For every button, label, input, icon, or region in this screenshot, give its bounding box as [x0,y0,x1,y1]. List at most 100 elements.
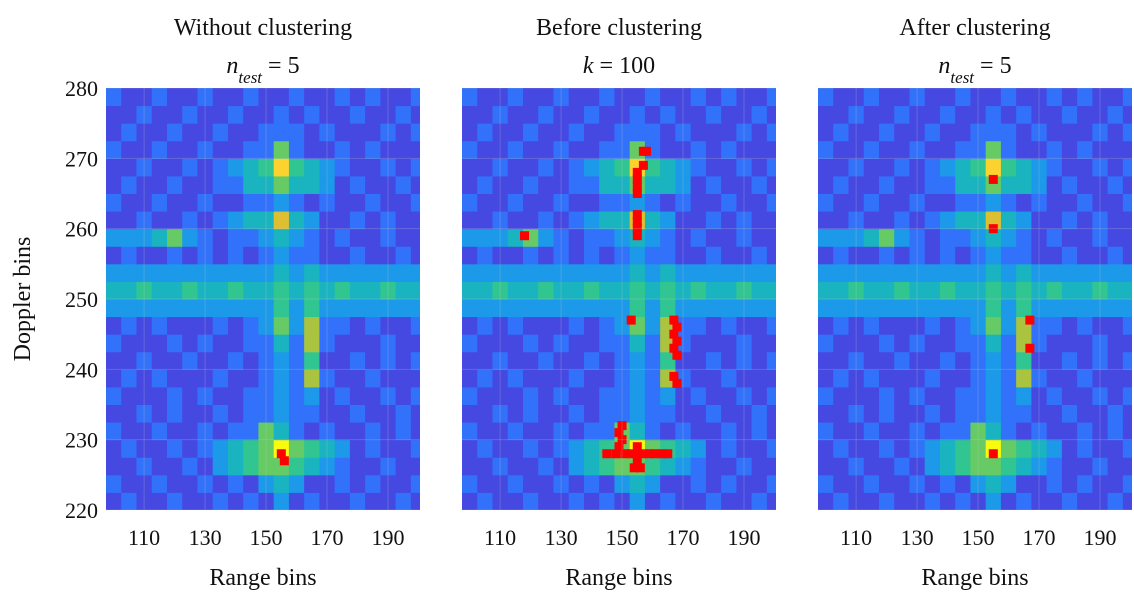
heatmap-cell [365,474,381,493]
heatmap-cell [477,281,493,300]
heatmap-cell [553,422,570,441]
heatmap-cell [1031,351,1048,370]
heatmap-cell [462,175,478,194]
detection [614,442,624,452]
heatmap-cell [151,299,168,318]
heatmap-cell [227,193,244,212]
heatmap-cell [136,211,153,230]
heatmap-cell [106,88,122,107]
heatmap-cell [197,105,214,124]
heatmap-cell [629,369,646,388]
heatmap-cell [121,422,137,441]
heatmap-cell [288,369,305,388]
heatmap-cell [690,386,707,405]
heatmap-cell [349,211,366,230]
heatmap-cell [182,281,198,300]
heatmap-cell [365,263,381,282]
heatmap-cell [151,140,168,159]
x-tick-label: 110 [128,525,160,550]
heatmap-cell [736,88,753,107]
heatmap-cell [1031,334,1048,353]
heatmap-cell [288,422,305,441]
heatmap-cell [970,175,987,194]
heatmap-cell [395,246,412,265]
heatmap-cell [818,492,834,510]
heatmap-cell [909,492,926,510]
heatmap-cell [1077,263,1093,282]
heatmap-cell [660,492,676,510]
heatmap-cell [894,299,910,318]
heatmap-cell [848,369,865,388]
heatmap-cell [365,140,381,159]
heatmap-cell [568,123,585,142]
heatmap-cell [538,492,554,510]
heatmap-cell [985,88,1002,107]
heatmap-cell [197,281,214,300]
heatmap-cell [721,123,737,142]
heatmap-cell [182,193,198,212]
heatmap-cell [365,105,381,124]
heatmap-cell [690,88,707,107]
heatmap-cell [1107,404,1124,423]
heatmap-cell [955,123,971,142]
heatmap-cell [349,140,366,159]
heatmap-cell [955,175,971,194]
heatmap-cell [538,351,554,370]
detection [276,449,286,459]
heatmap-cell [1046,316,1063,335]
heatmap-cell [863,457,880,476]
heatmap-cell [568,422,585,441]
heatmap-cell [863,246,880,265]
heatmap-cell [629,386,646,405]
heatmap-cell [136,175,153,194]
subtitle-part: n [226,53,238,79]
heatmap-cell [660,351,676,370]
heatmap-cell [304,334,320,353]
heatmap-cell [1122,140,1132,159]
heatmap-cell [166,140,183,159]
heatmap-cell [1000,193,1017,212]
heatmap-cell [349,246,366,265]
heatmap-cell [766,193,776,212]
heatmap-cell [878,351,895,370]
detection [644,449,654,459]
heatmap-cell [151,123,168,142]
heatmap-cell [1046,263,1063,282]
heatmap-cell [258,422,275,441]
heatmap-cell [1000,140,1017,159]
heatmap-cell [736,299,753,318]
heatmap-cell [1107,281,1124,300]
heatmap-cell [644,351,661,370]
heatmap-cell [583,105,600,124]
heatmap-cell [507,123,524,142]
heatmap-cell [507,386,524,405]
heatmap-cell [477,88,493,107]
heatmap-cell [1016,351,1032,370]
y-tick-label: 280 [65,76,98,101]
heatmap-cell [106,457,122,476]
heatmap-cell [1061,404,1078,423]
plot-area [106,88,420,510]
heatmap-cell [736,263,753,282]
heatmap-cell [1092,175,1109,194]
heatmap-cell [766,299,776,318]
detection [626,449,636,459]
y-tick-label: 220 [65,498,98,523]
heatmap-cell [909,228,926,247]
heatmap-cell [1031,386,1048,405]
heatmap-cell [1122,369,1132,388]
heatmap-cell [705,281,722,300]
heatmap-cell [660,175,676,194]
heatmap-cell [878,158,895,177]
heatmap-cell [243,299,259,318]
heatmap-cell [349,404,366,423]
heatmap-cell [736,439,753,458]
heatmap-cell [258,334,275,353]
heatmap-cell [878,457,895,476]
heatmap-cell [863,474,880,493]
x-tick-label: 170 [1023,525,1056,550]
heatmap-cell [721,246,737,265]
heatmap-cell [151,439,168,458]
heatmap-cell [106,404,122,423]
heatmap-cell [985,123,1002,142]
